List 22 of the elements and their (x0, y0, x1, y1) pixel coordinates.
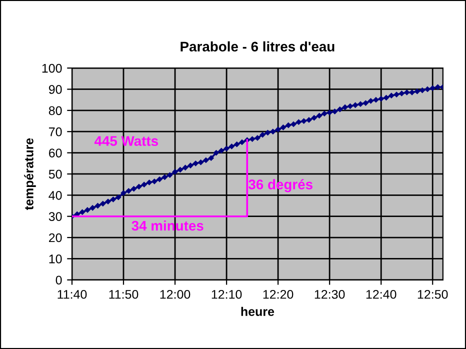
chart-title: Parabole - 6 litres d'eau (180, 41, 334, 52)
y-axis-title: température (24, 138, 36, 210)
x-tick-label: 12:00 (160, 290, 190, 299)
y-tick-label: 10 (49, 254, 62, 264)
y-tick-label: 0 (56, 276, 62, 285)
x-axis-title: heure (241, 306, 274, 316)
x-tick-label: 12:40 (366, 290, 396, 299)
y-tick-label: 80 (48, 106, 62, 116)
y-tick-label: 30 (48, 212, 62, 221)
y-tick-label: 50 (48, 170, 62, 179)
y-tick-label: 60 (49, 148, 62, 158)
x-tick-label: 11:40 (58, 290, 87, 299)
y-tick-label: 100 (42, 64, 62, 73)
y-tick-label: 20 (49, 233, 62, 242)
x-tick-label: 12:10 (212, 290, 242, 299)
x-tick-label: 12:30 (314, 290, 345, 299)
x-tick-label: 11:50 (109, 290, 138, 299)
x-tick-label: 12:50 (418, 290, 448, 299)
y-tick-label: 70 (49, 127, 62, 136)
y-tick-label: 40 (48, 190, 62, 200)
x-tick-label: 12:20 (263, 290, 294, 299)
y-tick-label: 90 (48, 85, 62, 94)
